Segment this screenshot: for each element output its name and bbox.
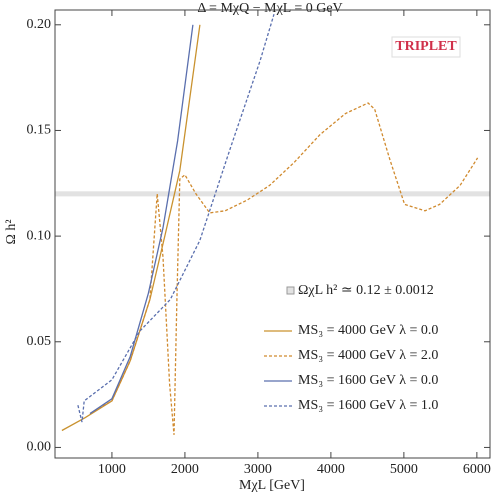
series-line [89, 102, 479, 435]
y-tick-label: 0.15 [27, 123, 52, 138]
plot-frame [54, 9, 491, 459]
y-axis-label: Ω h² [4, 219, 19, 244]
series-line [61, 24, 201, 432]
legend-label: MS₃ = 4000 GeV λ = 2.0 [298, 348, 438, 363]
y-tick-label: 0.10 [27, 228, 52, 243]
legend-label: ΩχL h² ≃ 0.12 ± 0.0012 [298, 283, 434, 298]
annotation-box [391, 36, 461, 58]
x-tick-label: 5000 [390, 462, 418, 477]
constraint-band [55, 191, 490, 197]
legend-swatch [286, 286, 295, 295]
y-tick-label: 0.05 [27, 334, 52, 349]
series-line [89, 24, 194, 415]
x-tick-label: 4000 [317, 462, 345, 477]
legend-label: MS₃ = 1600 GeV λ = 0.0 [298, 373, 438, 388]
y-tick-label: 0.00 [27, 440, 52, 455]
legend-label: MS₃ = 4000 GeV λ = 0.0 [298, 323, 438, 338]
x-tick-label: 3000 [244, 462, 272, 477]
series-line [77, 14, 275, 423]
x-tick-label: 1000 [98, 462, 126, 477]
annotation: TRIPLET [395, 39, 457, 54]
chart-title: Δ = MχQ − MχL = 0 GeV [197, 1, 342, 16]
x-tick-label: 6000 [463, 462, 491, 477]
x-axis-label: MχL [GeV] [239, 478, 305, 493]
y-tick-label: 0.20 [27, 17, 52, 32]
x-tick-label: 2000 [171, 462, 199, 477]
legend-label: MS₃ = 1600 GeV λ = 1.0 [298, 398, 438, 413]
